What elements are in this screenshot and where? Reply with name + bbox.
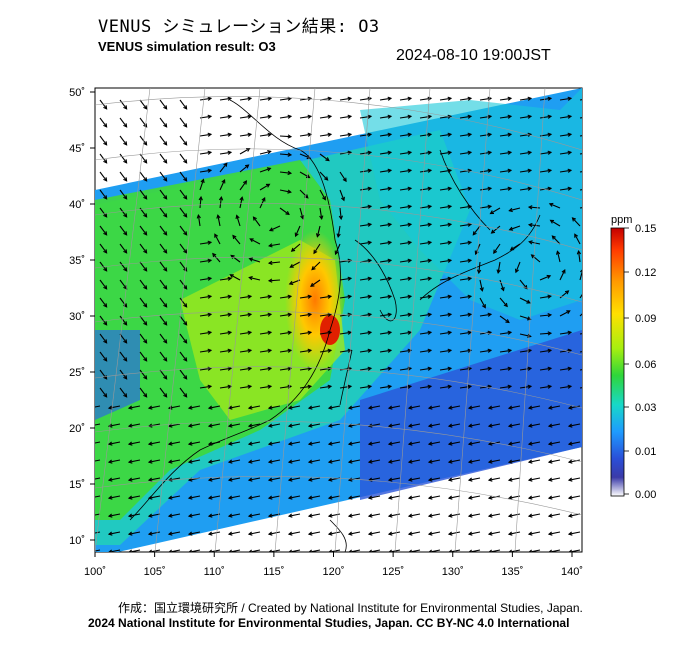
map-title-english: VENUS simulation result: O3 [98,39,276,54]
map-title-japanese: VENUS シミュレーション結果: O3 [98,17,380,37]
graticule [95,88,582,552]
colorbar-tick-label: 0.06 [635,359,656,371]
latitude-tick-label: 35˚ [69,255,85,267]
longitude-tick-label: 110˚ [204,566,225,578]
copyright-line: 2024 National Institute for Environmenta… [88,616,570,630]
colorbar-labels: 0.15 0.12 0.09 0.06 0.03 0.01 0.00 [624,223,656,501]
colorbar-tick-label: 0.01 [635,446,656,458]
wind-vector-field [95,96,582,552]
longitude-tick-label: 105˚ [144,566,166,578]
latitude-tick-label: 15˚ [69,479,85,491]
colorbar-tick-label: 0.03 [635,402,656,414]
colorbar-tick-label: 0.12 [635,267,656,279]
longitude-axis: 100˚ 105˚ 110˚ 115˚ 120˚ 125˚ 130˚ 135˚ 140˚ [84,552,583,578]
forecast-timestamp: 2024-08-10 19:00JST [396,47,551,64]
longitude-tick-label: 130˚ [442,566,464,578]
colorbar-tick-label: 0.00 [635,489,656,501]
latitude-tick-label: 20˚ [69,423,85,435]
longitude-tick-label: 125˚ [382,566,404,578]
longitude-tick-label: 140˚ [561,566,583,578]
credit-line: 作成：国立環境研究所 / Created by National Institu… [118,601,583,615]
longitude-tick-label: 100˚ [84,566,106,578]
colorbar-tick-label: 0.09 [635,313,656,325]
latitude-tick-label: 40˚ [69,199,85,211]
latitude-axis: 50˚ 45˚ 40˚ 35˚ 30˚ 25˚ 20˚ 15˚ 10˚ [69,87,95,547]
latitude-tick-label: 25˚ [69,367,85,379]
latitude-tick-label: 30˚ [69,311,85,323]
latitude-tick-label: 45˚ [69,143,85,155]
longitude-tick-label: 135˚ [501,566,523,578]
colorbar-tick-label: 0.15 [635,223,656,235]
latitude-tick-label: 10˚ [69,535,85,547]
colorbar-unit: ppm [611,214,632,226]
longitude-tick-label: 120˚ [322,566,344,578]
colorbar [610,227,625,497]
latitude-tick-label: 50˚ [69,87,85,99]
longitude-tick-label: 115˚ [263,566,284,578]
